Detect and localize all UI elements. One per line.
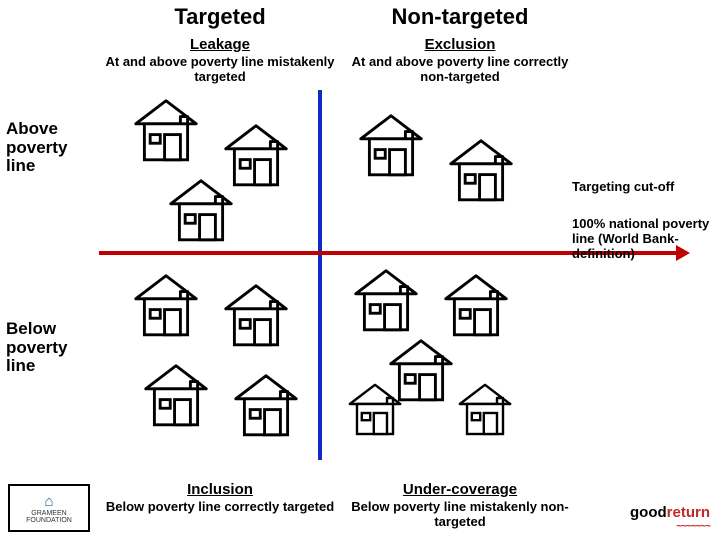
house-icon — [350, 265, 422, 342]
top-quadrant-labels: Leakage At and above poverty line mistak… — [100, 36, 580, 85]
col-header-targeted: Targeted — [100, 4, 340, 30]
quad-label-inclusion: Inclusion Below poverty line correctly t… — [100, 481, 340, 530]
goodreturn-logo: goodreturn ~~~~~~~ — [630, 504, 710, 532]
house-icon — [165, 175, 237, 252]
bottom-quadrant-labels: Inclusion Below poverty line correctly t… — [100, 481, 580, 530]
house-icon — [140, 360, 212, 437]
house-icon — [130, 95, 202, 172]
inclusion-title: Inclusion — [100, 481, 340, 498]
exclusion-desc: At and above poverty line correctly non-… — [340, 55, 580, 85]
right-annotations: Targeting cut-off 100% national poverty … — [572, 180, 712, 262]
undercoverage-desc: Below poverty line mistakenly non-target… — [340, 500, 580, 530]
quadrant-inclusion — [110, 270, 310, 455]
row-label-above: Above poverty line — [6, 120, 98, 176]
grameen-logo: ⌂ GRAMEEN FOUNDATION — [8, 484, 90, 532]
leakage-desc: At and above poverty line mistakenly tar… — [100, 55, 340, 85]
exclusion-title: Exclusion — [340, 36, 580, 53]
inclusion-desc: Below poverty line correctly targeted — [100, 500, 340, 515]
house-roof-icon: ⌂ — [44, 493, 53, 510]
quadrant-leakage — [110, 90, 310, 250]
leakage-title: Leakage — [100, 36, 340, 53]
house-icon — [220, 280, 292, 357]
quadrant-exclusion — [330, 90, 530, 250]
vertical-axis — [318, 90, 322, 460]
col-header-nontargeted: Non-targeted — [340, 4, 580, 30]
quadrant-undercoverage — [330, 270, 530, 455]
column-headers: Targeted Non-targeted — [100, 4, 580, 30]
cutoff-label: Targeting cut-off — [572, 180, 712, 195]
quad-label-undercoverage: Under-coverage Below poverty line mistak… — [340, 481, 580, 530]
house-icon — [445, 135, 517, 212]
definition-label: 100% national poverty line (World Bank-d… — [572, 217, 712, 262]
grameen-text-top: GRAMEEN — [31, 510, 66, 517]
house-icon — [230, 370, 302, 447]
quad-label-leakage: Leakage At and above poverty line mistak… — [100, 36, 340, 85]
house-icon — [130, 270, 202, 347]
undercoverage-title: Under-coverage — [340, 481, 580, 498]
house-icon — [355, 110, 427, 187]
grameen-text-bottom: FOUNDATION — [26, 517, 72, 524]
row-label-below: Below poverty line — [6, 320, 98, 376]
house-icon — [455, 380, 515, 445]
quad-label-exclusion: Exclusion At and above poverty line corr… — [340, 36, 580, 85]
underline-squiggle-icon: ~~~~~~~ — [630, 521, 710, 532]
house-icon — [345, 380, 405, 445]
return-text: return — [667, 504, 710, 521]
good-text: good — [630, 504, 667, 521]
matrix-grid — [105, 90, 535, 460]
